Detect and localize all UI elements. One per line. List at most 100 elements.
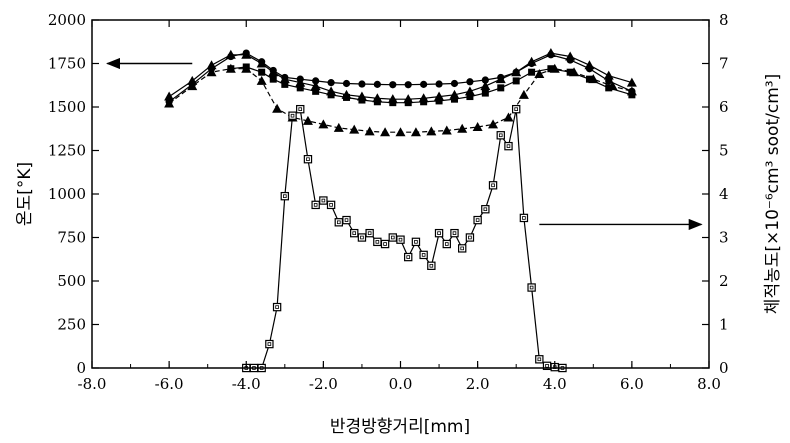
series-4-point [488,181,498,190]
series-4-point-inner [375,240,380,244]
series-2-point [269,75,277,83]
series-4-point [396,235,405,244]
y-right-tick-label: 5 [719,142,729,160]
series-2-point [281,80,289,88]
series-3-point [518,89,529,99]
series-1-point [466,78,474,86]
series-4-point [311,200,320,210]
series-4-point-inner [483,207,488,212]
series-4-point [504,141,513,151]
series-4-point [380,239,390,249]
series-3-point [206,67,217,77]
x-tick-label: 4.0 [543,375,567,393]
series-4-point-inner [491,183,495,188]
series-4-point [511,104,521,114]
y-right-tick-label: 3 [719,229,729,247]
series-3-point [457,123,468,133]
series-4-point [419,250,428,260]
series-4-point-inner [290,113,295,118]
series-3-point [302,115,313,125]
series-4-point [272,302,282,312]
series-3-point [588,74,599,84]
series-4-point-inner [452,231,457,235]
series-4-point [404,252,413,262]
series-0-point [603,70,614,80]
series-4-point-inner [298,107,303,111]
series-4-point [326,200,336,210]
series-4-point [442,239,451,249]
series-1-point [585,65,594,73]
series-1-point [327,79,335,87]
series-4-point [296,104,305,114]
series-3-point [187,81,198,91]
series-4-point [465,233,475,242]
series-4-point [458,244,467,253]
series-3-line [168,68,633,133]
y-left-tick-label: 1750 [48,55,86,73]
series-4-point-inner [506,144,511,148]
y-right-tick-label: 2 [719,272,729,290]
series-4-point-inner [475,218,480,222]
series-4-point [434,228,444,238]
series-4-point [303,155,313,164]
series-2-point [566,68,574,76]
series-layer [164,48,637,373]
series-4-point-inner [329,203,333,207]
y-left-tick-label: 750 [57,229,86,247]
series-3-point [380,127,391,137]
y-axis-right-title: 체적농도[×10⁻⁶cm³ soot/cm³] [763,74,783,314]
series-3-point [225,63,236,73]
plot-frame [91,19,710,369]
series-4-point [265,339,274,349]
series-3-point [256,75,267,85]
series-4-point-inner [414,240,418,244]
series-2-point [343,93,351,101]
series-4-point-inner [537,357,542,362]
series-1-point [242,49,250,57]
series-1-point [258,58,266,66]
series-4-point [388,233,397,242]
series-2-point [327,91,335,99]
series-2-point [435,97,443,105]
series-4-point [288,111,297,120]
y-left-tick-label: 250 [57,316,86,334]
series-3-point [626,86,637,96]
series-2-point [547,65,555,73]
y-right-tick-label: 0 [719,359,729,377]
series-4-point-inner [344,218,349,222]
series-1-point [481,76,489,84]
series-1-point [404,81,412,89]
series-4-point [373,237,382,247]
y-right-tick-label: 6 [719,98,729,116]
series-3-point [472,122,483,132]
series-1-point [227,52,235,61]
y-left-tick-label: 1500 [48,98,86,116]
series-3-point [241,63,252,73]
series-0-line [168,52,633,100]
y-left-tick-label: 1250 [48,142,86,160]
y-right-tick-label: 1 [719,316,729,334]
series-4-point-inner [336,220,341,225]
series-3-point [333,122,344,132]
series-4-point [342,215,351,225]
series-3-point [426,126,437,136]
series-4-point-inner [468,235,472,240]
series-1-point [547,51,555,59]
series-4-point [519,213,529,223]
y-left-tick-label: 1000 [48,185,86,203]
series-4-point [473,215,482,225]
series-1-point [528,59,536,68]
series-4-point [319,196,328,205]
series-1-point [605,77,613,85]
series-4-point-inner [321,198,326,203]
series-1-point [450,79,459,88]
series-2-point [512,77,520,85]
series-4-point [481,205,490,214]
series-4-point-inner [352,231,357,235]
series-4-point-inner [306,157,310,162]
series-2-point [466,93,474,101]
series-1-line [168,52,633,103]
x-tick-label: -2.0 [309,375,338,393]
series-1-point [342,79,351,88]
series-4-point-inner [367,231,372,235]
